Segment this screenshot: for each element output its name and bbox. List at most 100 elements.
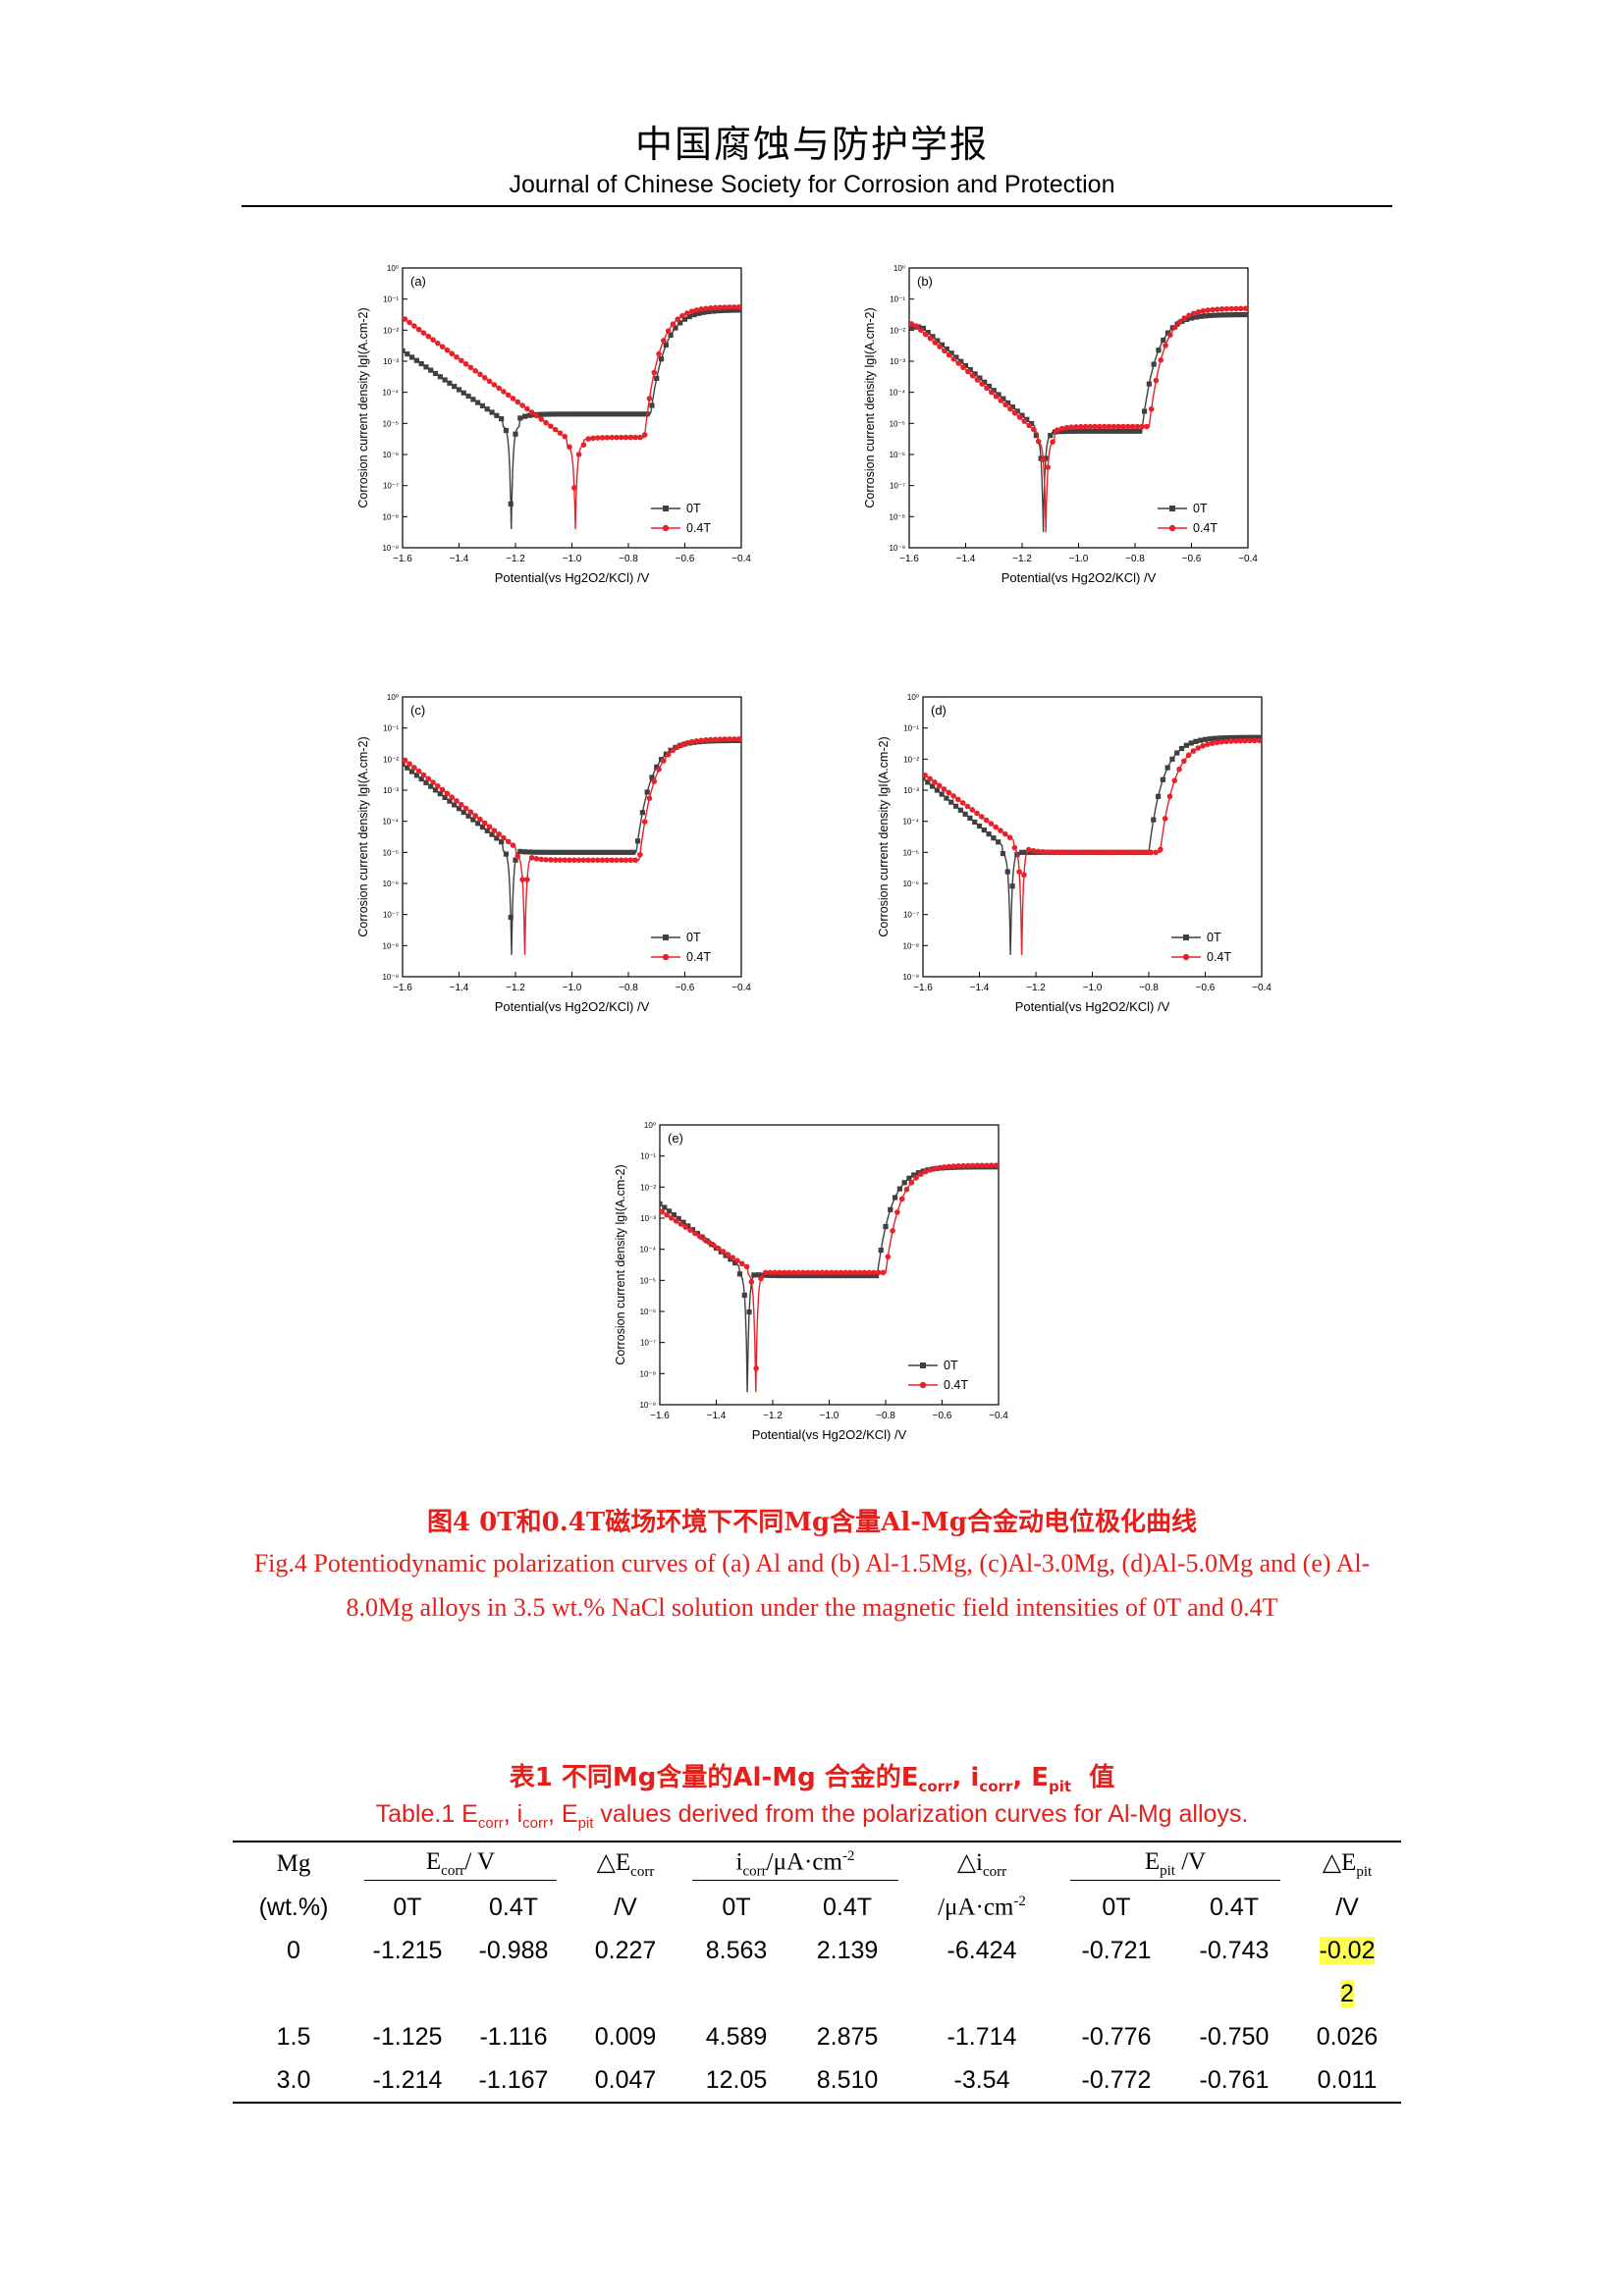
data-point xyxy=(979,1162,985,1169)
data-point xyxy=(1104,428,1110,434)
data-point xyxy=(567,857,572,864)
data-point xyxy=(1208,312,1214,319)
data-point xyxy=(411,323,417,329)
data-point xyxy=(1209,740,1216,746)
x-axis-label: Potential(vs Hg2O2/KCl) /V xyxy=(752,1427,907,1442)
series-line-0.4T xyxy=(403,738,741,955)
data-point xyxy=(998,828,1003,833)
data-point xyxy=(501,834,507,841)
y-tick-label: 10⁻⁶ xyxy=(640,1308,656,1316)
data-point xyxy=(831,1272,837,1279)
header-delta-icorr: △icorr xyxy=(906,1841,1057,1886)
data-point xyxy=(716,1246,722,1252)
data-point xyxy=(456,387,462,393)
data-point xyxy=(1110,849,1116,856)
data-point xyxy=(521,849,528,855)
x-tick-label: −0.6 xyxy=(676,554,695,564)
data-point xyxy=(428,783,434,789)
highlighted-value-wrap: 2 xyxy=(1340,1979,1354,2007)
data-point xyxy=(969,372,976,379)
chart-panel-d: −1.6 −1.4 −1.2 −1.0 −0.8 −0.6 −0.4 10⁰ 10⁻¹ 10⁻² 1… xyxy=(864,693,1276,1018)
legend-label: 0T xyxy=(1207,931,1221,944)
data-point xyxy=(930,334,936,340)
data-point xyxy=(984,1162,990,1169)
legend-label: 0.4T xyxy=(686,950,711,964)
data-point xyxy=(594,857,601,864)
data-point xyxy=(514,399,521,405)
data-point xyxy=(588,411,594,417)
data-point xyxy=(1261,738,1262,743)
data-point xyxy=(590,857,596,864)
y-tick-label: 10⁰ xyxy=(907,693,919,702)
data-point xyxy=(538,856,545,863)
data-point xyxy=(1021,418,1028,424)
data-point xyxy=(481,820,488,827)
y-tick-label: 10⁻⁵ xyxy=(890,419,905,428)
y-tick-label: 10⁻³ xyxy=(890,357,905,366)
data-point xyxy=(1240,734,1246,740)
data-point xyxy=(413,357,419,363)
legend-label: 0T xyxy=(1193,502,1208,515)
data-point xyxy=(925,330,931,336)
data-point xyxy=(976,823,983,829)
data-point xyxy=(701,1236,708,1243)
data-point xyxy=(854,1272,860,1279)
data-point xyxy=(1124,849,1131,856)
header-epit-0t: 0T xyxy=(1102,1893,1131,1921)
data-point xyxy=(405,765,410,771)
data-point xyxy=(614,857,620,864)
data-point xyxy=(1050,439,1056,445)
data-point xyxy=(1045,849,1051,855)
data-point xyxy=(494,412,500,418)
data-point xyxy=(467,364,474,371)
series-line-0.4T xyxy=(403,306,741,530)
data-point xyxy=(909,324,912,330)
data-point xyxy=(616,849,623,855)
legend-label: 0.4T xyxy=(944,1378,968,1392)
data-point xyxy=(526,849,532,855)
data-point xyxy=(1171,777,1178,783)
data-point xyxy=(885,1254,892,1260)
data-point xyxy=(607,849,613,855)
data-point xyxy=(418,775,424,782)
data-point xyxy=(1200,743,1206,749)
data-point xyxy=(1021,872,1027,879)
data-point xyxy=(1132,428,1138,434)
data-point xyxy=(703,737,709,743)
y-tick-label: 10⁻⁹ xyxy=(902,973,919,982)
data-point xyxy=(573,411,579,417)
data-point xyxy=(616,411,623,417)
data-point xyxy=(1185,752,1192,759)
data-point xyxy=(519,402,525,408)
data-point xyxy=(432,787,439,793)
data-point xyxy=(802,1272,809,1279)
data-point xyxy=(1153,377,1160,384)
data-point xyxy=(790,1269,797,1276)
data-point xyxy=(988,389,995,396)
data-point xyxy=(1082,849,1089,856)
y-tick-label: 10⁻⁴ xyxy=(639,1246,656,1255)
header-icorr-0t: 0T xyxy=(722,1893,751,1921)
y-tick-label: 10⁻⁸ xyxy=(383,512,400,521)
data-point xyxy=(612,849,618,855)
data-point xyxy=(1169,756,1175,762)
data-point xyxy=(807,1272,813,1279)
data-point xyxy=(1163,343,1168,348)
data-point xyxy=(809,1269,816,1276)
data-point xyxy=(1228,305,1234,312)
data-point xyxy=(784,1272,789,1279)
y-tick-label: 10⁻⁷ xyxy=(890,482,905,491)
legend-label: 0T xyxy=(944,1359,958,1372)
data-point xyxy=(856,1269,863,1276)
data-point xyxy=(470,397,476,402)
data-point xyxy=(1146,381,1152,387)
y-tick-label: 10⁻⁵ xyxy=(383,419,399,428)
data-point xyxy=(1174,750,1180,756)
data-point xyxy=(501,389,507,395)
data-point xyxy=(901,1180,907,1186)
data-point xyxy=(420,330,427,336)
data-point xyxy=(533,856,540,862)
data-point xyxy=(937,344,943,349)
data-point xyxy=(614,434,620,441)
highlighted-value: -0.02 xyxy=(1319,1936,1376,1964)
